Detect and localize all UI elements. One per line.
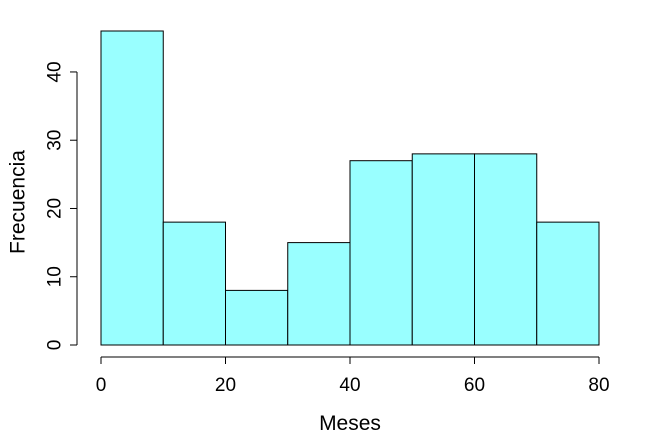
bars-group — [100, 30, 600, 346]
y-tick-label: 40 — [45, 61, 66, 82]
y-tick-label: 0 — [45, 340, 66, 351]
histogram-bar-7 — [474, 153, 538, 346]
x-axis: 0 20 40 60 80 — [96, 356, 610, 396]
x-tick-label: 80 — [588, 375, 609, 396]
x-tick-label: 60 — [464, 375, 485, 396]
y-axis: 0 10 20 30 40 — [45, 61, 78, 350]
x-tick-label: 0 — [96, 375, 107, 396]
histogram-bar-8 — [536, 221, 600, 346]
x-tick-label: 20 — [215, 375, 236, 396]
histogram-bar-2 — [162, 221, 226, 346]
y-axis-title: Frecuencia — [7, 150, 30, 254]
y-tick-label: 10 — [45, 266, 66, 287]
x-axis-title: Meses — [319, 412, 381, 435]
x-tick-label: 40 — [339, 375, 360, 396]
y-tick-label: 20 — [45, 198, 66, 219]
histogram-bar-5 — [349, 160, 413, 346]
histogram-bar-1 — [100, 30, 164, 346]
histogram-bar-3 — [225, 289, 289, 346]
histogram-bar-6 — [411, 153, 475, 346]
y-tick-label: 30 — [45, 130, 66, 151]
histogram-bar-4 — [287, 242, 351, 346]
